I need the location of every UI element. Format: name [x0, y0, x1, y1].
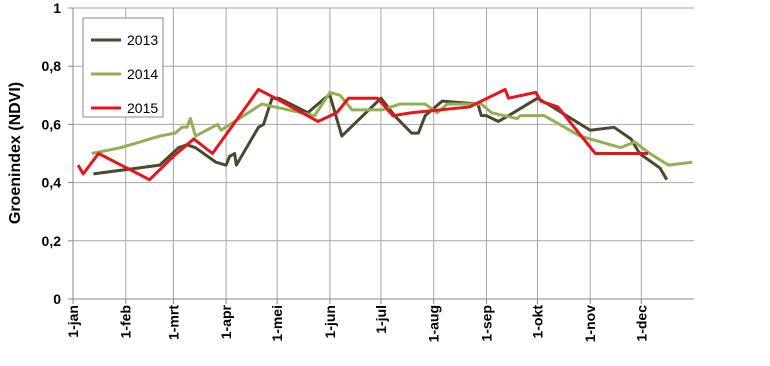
x-tick-label: 1-sep: [478, 305, 494, 342]
x-tick-label: 1-mei: [269, 305, 285, 342]
y-axis-title: Groenindex (NDVI): [7, 82, 24, 224]
y-tick-label: 1: [53, 0, 61, 16]
x-tick-label: 1-jun: [322, 305, 338, 338]
series-line: [76, 87, 649, 182]
y-tick-label: 0,4: [42, 175, 62, 191]
x-tick-label: 1-jan: [65, 305, 81, 338]
x-tick-label: 1-jul: [373, 305, 389, 334]
legend-label: 2015: [127, 100, 158, 116]
x-tick-label: 1-apr: [218, 304, 234, 339]
x-tick-label: 1-dec: [633, 305, 649, 342]
y-tick-label: 0,8: [42, 58, 62, 74]
y-tick-label: 0,6: [42, 116, 62, 132]
x-tick-label: 1-okt: [529, 305, 545, 339]
y-tick-label: 0,2: [42, 233, 62, 249]
legend-label: 2014: [127, 66, 158, 82]
x-tick-label: 1-feb: [118, 305, 134, 338]
legend-box: [82, 17, 164, 118]
x-tick-label: 1-aug: [426, 305, 442, 342]
x-tick-label: 1-mrt: [165, 305, 181, 340]
y-tick-label: 0: [53, 291, 61, 307]
x-tick-label: 1-nov: [582, 305, 598, 343]
legend-label: 2013: [127, 32, 158, 48]
